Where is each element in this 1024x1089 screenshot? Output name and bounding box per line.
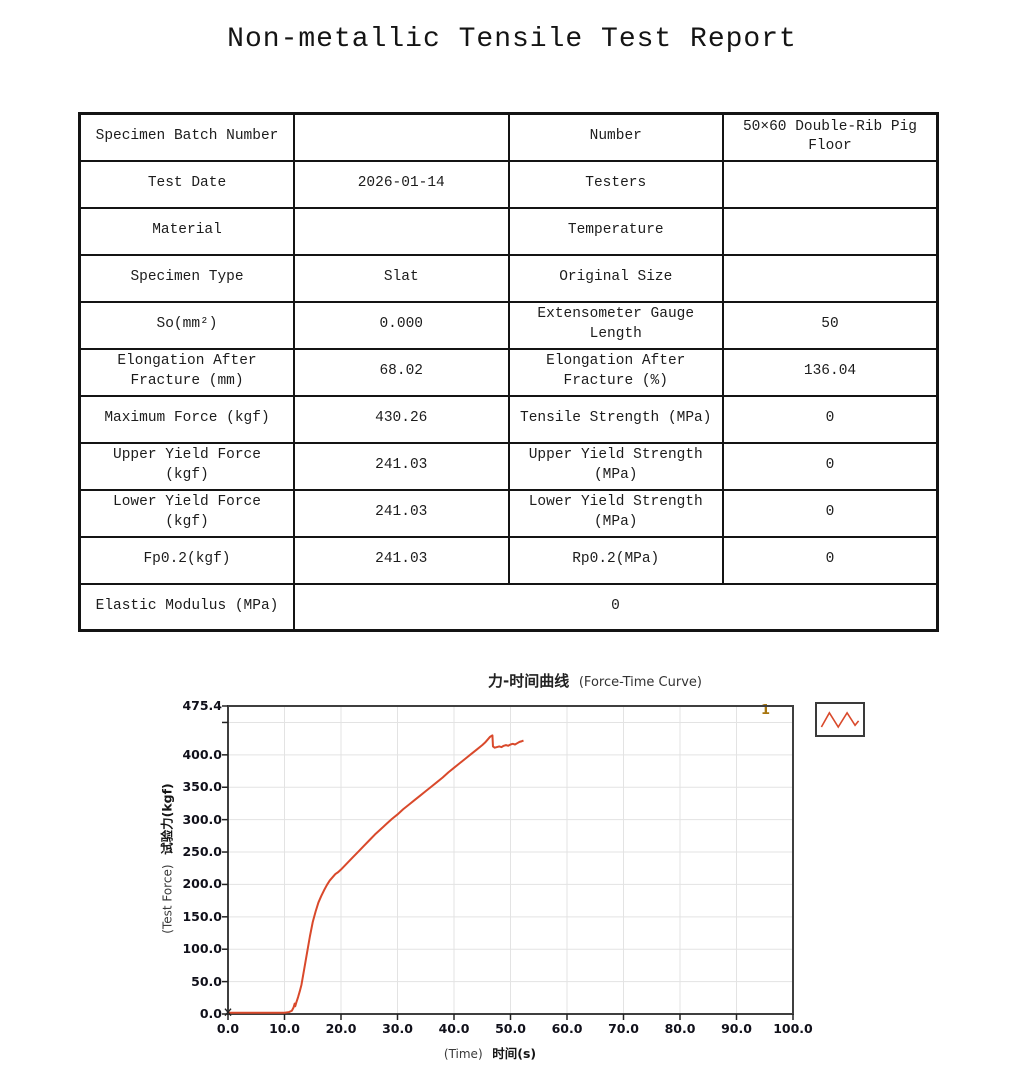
table-cell bbox=[293, 112, 510, 162]
y-axis-title-cjk: 试验力(kgf) bbox=[159, 783, 175, 855]
table-row: Lower Yield Force (kgf) 241.03 Lower Yield… bbox=[78, 488, 939, 538]
x-tick-label: 60.0 bbox=[551, 1021, 583, 1036]
table-cell: 136.04 bbox=[722, 347, 939, 397]
x-tick-label: 10.0 bbox=[269, 1021, 300, 1036]
table-row: Specimen Batch Number Number 50×60 Double-… bbox=[78, 112, 939, 162]
table-cell: 430.26 bbox=[293, 394, 510, 444]
table-cell: 241.03 bbox=[293, 488, 510, 538]
origin-marker bbox=[224, 1008, 232, 1017]
table-cell: 0 bbox=[722, 394, 939, 444]
table-cell: Material bbox=[78, 206, 295, 256]
y-axis-title: (Test Force) 试验力(kgf) bbox=[157, 709, 175, 1009]
table-cell: 0 bbox=[722, 441, 939, 491]
y-tick-label: 50.0 bbox=[191, 973, 222, 989]
table-row: Fp0.2(kgf) 241.03 Rp0.2(MPa) 0 bbox=[78, 535, 939, 585]
table-cell: Original Size bbox=[507, 253, 724, 303]
y-tick-label: 100.0 bbox=[182, 941, 222, 957]
table-cell: 50×60 Double-Rib Pig Floor bbox=[722, 112, 939, 162]
table-cell: Upper Yield Force (kgf) bbox=[78, 441, 295, 491]
x-tick-label: 80.0 bbox=[664, 1021, 696, 1036]
table-cell: 68.02 bbox=[293, 347, 510, 397]
table-cell: Slat bbox=[293, 253, 510, 303]
table-cell: 0.000 bbox=[293, 300, 510, 350]
table-cell bbox=[722, 253, 939, 303]
table-cell: Maximum Force (kgf) bbox=[78, 394, 295, 444]
x-tick-label: 70.0 bbox=[608, 1021, 639, 1036]
y-tick-label: 350.0 bbox=[182, 779, 222, 795]
y-tick-label: 475.4 bbox=[182, 698, 222, 713]
table-cell: 50 bbox=[722, 300, 939, 350]
table-cell: Number bbox=[507, 112, 724, 162]
table-cell: Specimen Type bbox=[78, 253, 295, 303]
table-row: Material Temperature bbox=[78, 206, 939, 256]
report-table: Specimen Batch Number Number 50×60 Double-… bbox=[78, 112, 939, 632]
chart-title: 力-时间曲线 (Force-Time Curve) bbox=[420, 670, 770, 691]
table-cell: 241.03 bbox=[293, 441, 510, 491]
table-cell: Test Date bbox=[78, 159, 295, 209]
legend-box[interactable] bbox=[815, 702, 865, 737]
x-tick-label: 90.0 bbox=[721, 1021, 752, 1036]
chart-title-en: (Force-Time Curve) bbox=[578, 675, 702, 690]
x-axis-title: (Time) 时间(s) bbox=[340, 1043, 640, 1063]
x-tick-label: 30.0 bbox=[382, 1021, 413, 1036]
table-row: Elongation After Fracture (mm) 68.02 Elong… bbox=[78, 347, 939, 397]
table-row: Maximum Force (kgf) 430.26 Tensile Strengt… bbox=[78, 394, 939, 444]
x-tick-label: 20.0 bbox=[325, 1021, 357, 1036]
chart-title-cjk: 力-时间曲线 bbox=[488, 672, 570, 690]
y-tick-label: 200.0 bbox=[182, 876, 222, 892]
table-cell: 0 bbox=[293, 582, 939, 632]
table-cell bbox=[293, 206, 510, 256]
table-row: Specimen Type Slat Original Size bbox=[78, 253, 939, 303]
x-tick-label: 0.0 bbox=[216, 1021, 240, 1036]
table-cell bbox=[722, 159, 939, 209]
table-row: So(mm²) 0.000 Extensometer Gauge Length 50 bbox=[78, 300, 939, 350]
table-cell: Rp0.2(MPa) bbox=[507, 535, 724, 585]
table-cell: Lower Yield Force (kgf) bbox=[78, 488, 295, 538]
x-tick-label: 50.0 bbox=[495, 1021, 526, 1036]
x-axis-title-cjk: 时间(s) bbox=[492, 1046, 537, 1061]
table-cell: Lower Yield Strength (MPa) bbox=[507, 488, 724, 538]
table-cell: Fp0.2(kgf) bbox=[78, 535, 295, 585]
x-axis-title-en: (Time) bbox=[443, 1047, 483, 1061]
table-cell: Tensile Strength (MPa) bbox=[507, 394, 724, 444]
table-row: Test Date 2026-01-14 Testers bbox=[78, 159, 939, 209]
table-cell: Extensometer Gauge Length bbox=[507, 300, 724, 350]
table-cell: 241.03 bbox=[293, 535, 510, 585]
table-cell: So(mm²) bbox=[78, 300, 295, 350]
table-row: Elastic Modulus (MPa) 0 bbox=[78, 582, 939, 632]
x-tick-label: 40.0 bbox=[438, 1021, 470, 1036]
table-row: Upper Yield Force (kgf) 241.03 Upper Yield… bbox=[78, 441, 939, 491]
table-cell: 2026-01-14 bbox=[293, 159, 510, 209]
table-cell: Elongation After Fracture (mm) bbox=[78, 347, 295, 397]
table-cell: Specimen Batch Number bbox=[78, 112, 295, 162]
table-cell: Upper Yield Strength (MPa) bbox=[507, 441, 724, 491]
table-cell: Temperature bbox=[507, 206, 724, 256]
y-tick-label: 150.0 bbox=[182, 908, 222, 924]
page-title: Non-metallic Tensile Test Report bbox=[227, 24, 797, 55]
force-time-plot bbox=[222, 705, 794, 1020]
table-cell bbox=[722, 206, 939, 256]
table-cell: Elastic Modulus (MPa) bbox=[78, 582, 295, 632]
y-axis-title-en: (Test Force) bbox=[160, 864, 175, 934]
y-tick-label: 0.0 bbox=[199, 1006, 222, 1021]
y-tick-label: 300.0 bbox=[182, 811, 222, 827]
series-number-label: 1 bbox=[760, 703, 770, 718]
x-tick-label: 100.0 bbox=[773, 1021, 813, 1036]
table-cell: 0 bbox=[722, 535, 939, 585]
legend-zigzag-icon bbox=[820, 711, 860, 729]
y-tick-label: 400.0 bbox=[182, 746, 222, 762]
table-cell: Testers bbox=[507, 159, 724, 209]
force-time-curve bbox=[228, 734, 524, 1014]
table-cell: Elongation After Fracture (%) bbox=[507, 347, 724, 397]
table-cell: 0 bbox=[722, 488, 939, 538]
y-tick-label: 250.0 bbox=[182, 844, 222, 860]
